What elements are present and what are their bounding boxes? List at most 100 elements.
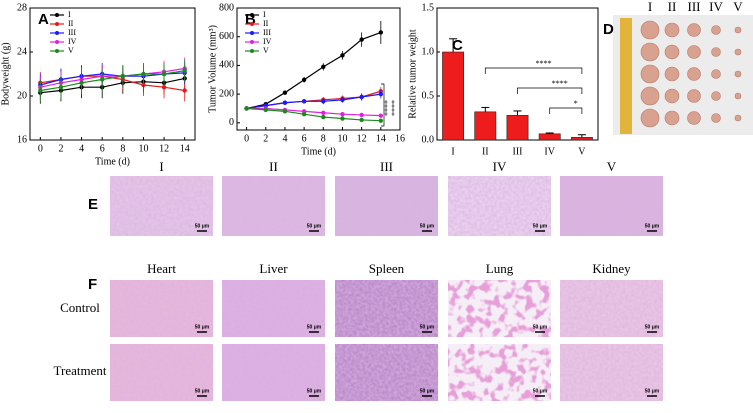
column-label: IV	[493, 159, 507, 174]
plot-frame	[29, 7, 196, 141]
column-label: IV	[709, 0, 723, 14]
legend-marker	[250, 31, 254, 35]
tumor	[734, 26, 742, 34]
legend-label: II	[68, 19, 74, 28]
data-point	[378, 118, 384, 123]
micrograph	[560, 344, 663, 401]
bar	[442, 51, 465, 141]
data-point	[340, 116, 345, 121]
micrograph	[560, 280, 663, 337]
data-point	[182, 88, 187, 93]
tumor	[711, 113, 721, 123]
photo-background	[613, 15, 753, 135]
data-point	[321, 110, 326, 115]
x-tick-label: III	[513, 146, 523, 157]
micrograph	[222, 280, 325, 337]
micrograph	[335, 344, 438, 401]
x-tick-label: 14	[180, 143, 190, 154]
data-point	[301, 99, 307, 104]
data-point	[340, 97, 345, 103]
tumor	[711, 91, 721, 101]
legend-marker	[55, 13, 59, 17]
y-tick-label: 800	[219, 2, 234, 13]
scale-bar-label: 50 μm	[645, 324, 660, 330]
panel-letter: F	[88, 276, 97, 293]
tumor	[664, 88, 680, 104]
data-point	[263, 107, 268, 113]
legend-label: IV	[263, 37, 272, 46]
micrograph	[448, 344, 551, 401]
tumor	[664, 44, 680, 60]
tumor	[687, 67, 701, 81]
micrograph	[335, 280, 438, 337]
legend-label: I	[68, 10, 71, 19]
data-point	[120, 74, 126, 79]
column-label: III	[380, 159, 393, 174]
x-axis-label: Time (d)	[95, 156, 130, 167]
micrograph	[110, 344, 213, 401]
tumor	[640, 42, 660, 62]
x-axis-label: Time (d)	[301, 146, 336, 157]
bar	[506, 115, 529, 141]
scale-bar-label: 50 μm	[645, 223, 660, 229]
x-tick-label: 0	[244, 133, 249, 144]
data-point	[359, 117, 364, 123]
plot-frame	[236, 7, 401, 131]
y-tick-label: 200	[219, 88, 234, 99]
data-point	[340, 53, 345, 58]
y-tick-label: 1.0	[422, 46, 435, 57]
micrograph	[335, 176, 438, 236]
legend-label: V	[263, 46, 269, 55]
significance-label: ****	[536, 59, 552, 68]
scale-bar-label: 50 μm	[533, 223, 548, 229]
y-tick-label: 24	[17, 46, 27, 57]
panel-letter: A	[38, 11, 49, 28]
tumor	[687, 111, 701, 125]
data-point	[38, 88, 43, 93]
x-tick-label: 12	[357, 133, 367, 144]
x-tick-label: 12	[159, 143, 169, 154]
scale-bar-label: 50 μm	[307, 223, 322, 229]
micrograph	[222, 176, 325, 236]
data-point	[340, 112, 345, 117]
y-tick-label: 1.5	[422, 2, 435, 13]
significance-label: ****	[383, 100, 392, 116]
panel-letter: B	[245, 11, 256, 28]
data-point	[301, 77, 307, 82]
tumor	[664, 110, 680, 126]
tumor	[687, 89, 701, 103]
bar	[570, 137, 593, 141]
significance-bracket	[381, 83, 385, 127]
series-line	[40, 70, 185, 92]
data-point	[378, 91, 384, 97]
micrograph	[448, 280, 551, 337]
panel-letter: D	[603, 21, 614, 38]
x-tick-label: I	[451, 146, 454, 157]
data-point	[282, 90, 288, 95]
series-line	[246, 107, 381, 117]
x-tick-label: 6	[302, 133, 307, 144]
data-point	[79, 80, 84, 86]
legend-marker	[250, 49, 254, 53]
column-label: Kidney	[592, 261, 631, 276]
column-label: I	[648, 0, 652, 14]
tumor-photo	[640, 20, 742, 128]
tumor	[734, 114, 742, 122]
ruler	[620, 18, 632, 134]
y-tick-label: 600	[219, 31, 234, 42]
y-axis-label: Bodyweight (g)	[0, 42, 11, 105]
data-point	[321, 64, 326, 70]
legend-label: IV	[68, 37, 77, 46]
series-line	[246, 93, 381, 110]
y-tick-label: 16	[17, 134, 27, 145]
significance-bracket	[517, 87, 583, 94]
scale-bar-label: 50 μm	[307, 324, 322, 330]
legend-marker	[55, 40, 59, 44]
x-tick-label: 6	[100, 143, 105, 154]
x-tick-label: IV	[544, 146, 555, 157]
data-point	[161, 71, 167, 77]
y-tick-label: 400	[219, 60, 234, 71]
legend-label: V	[68, 46, 74, 55]
scale-bar-label: 50 μm	[420, 324, 435, 330]
scale-bar-label: 50 μm	[533, 388, 548, 394]
